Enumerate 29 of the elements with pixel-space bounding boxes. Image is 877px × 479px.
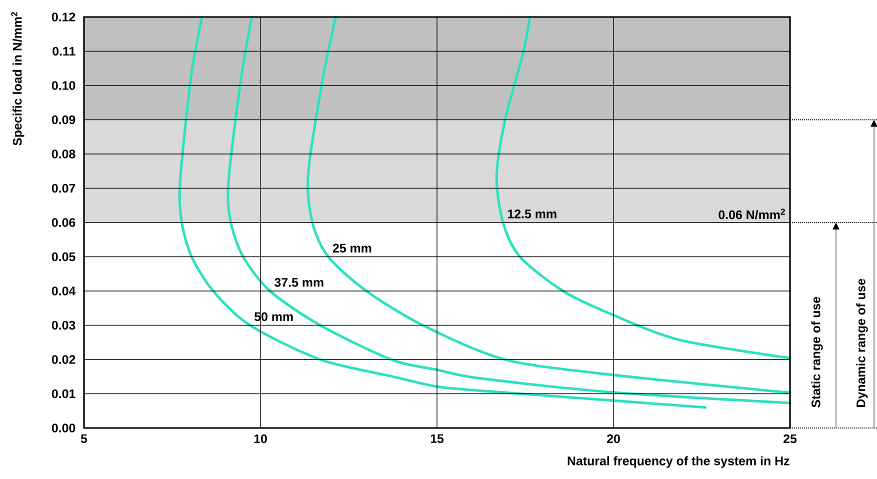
text: Static range of use: [811, 296, 823, 408]
x-tick-label: 10: [254, 434, 267, 444]
text: Dynamic range of use: [856, 278, 868, 407]
x-tick-label: 25: [784, 434, 797, 444]
y-tick-label: 0.01: [52, 389, 76, 398]
y-tick-label: 0.00: [52, 424, 76, 432]
y-tick-label: 0.05: [52, 252, 76, 262]
line-series: [178, 16, 707, 409]
x-tick-label: 15: [430, 434, 444, 444]
y-axis-title: Specific load in N/mm$^{2}$: [11, 12, 24, 146]
y-tick-label: 0.10: [52, 81, 76, 90]
x-tick-label: 20: [607, 434, 620, 444]
y-tick-label: 0.11: [52, 46, 76, 56]
y-tick-label: 0.12: [52, 12, 76, 22]
x-tick-label: 5: [80, 434, 88, 444]
y-tick-label: 0.04: [52, 286, 76, 296]
y-tick-label: 0.08: [52, 150, 76, 158]
series-label: 25 mm: [332, 244, 372, 253]
series-label: 37.5 mm: [274, 278, 324, 287]
y-tick-label: 0.06: [52, 218, 76, 227]
annotation: 0.06 N/mm$^{2}$: [718, 208, 785, 220]
x-axis-title: Natural frequency of the system in Hz: [568, 456, 790, 468]
y-tick-label: 0.02: [52, 355, 76, 364]
y-tick-label: 0.09: [52, 115, 76, 124]
line-series: [226, 16, 792, 404]
series-label: 12.5 mm: [508, 210, 556, 218]
y-tick-label: 0.03: [52, 320, 76, 330]
line-series: [495, 16, 792, 360]
y-tick-label: 0.07: [52, 184, 76, 193]
